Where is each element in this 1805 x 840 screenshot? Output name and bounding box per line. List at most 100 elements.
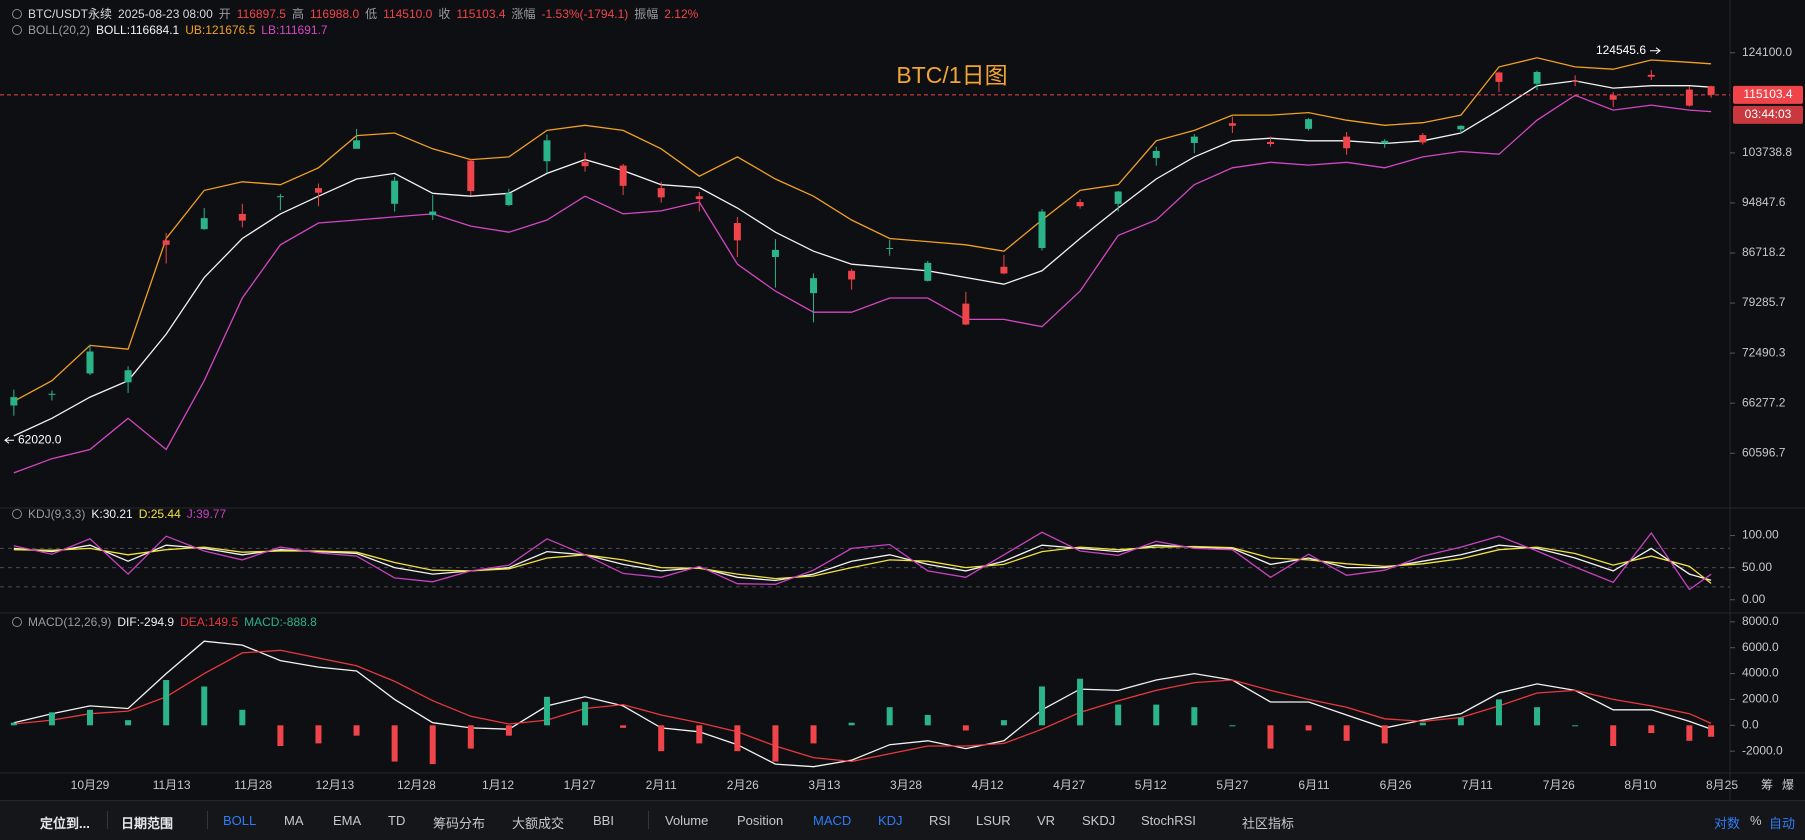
amplitude-label: 振幅 <box>634 7 659 21</box>
candle-body <box>1381 140 1389 144</box>
indicator-button[interactable]: SKDJ <box>1082 813 1116 828</box>
x-tick-label: 1月12 <box>482 778 514 792</box>
indicator-button[interactable]: TD <box>388 813 406 828</box>
histogram-bar <box>1191 707 1198 726</box>
histogram-bar <box>886 707 893 726</box>
y-tick-label: 6000.0 <box>1742 640 1779 654</box>
candle-body <box>1533 72 1541 84</box>
line-series <box>13 80 1712 437</box>
candle-body <box>962 303 970 325</box>
legend-entry: BOLL:116684.1 <box>96 23 180 37</box>
collapse-icon[interactable] <box>12 8 22 19</box>
y-tick-label: 66277.2 <box>1742 395 1786 409</box>
x-tick-label: 8月10 <box>1624 778 1656 792</box>
indicator-button[interactable]: MACD <box>813 813 852 828</box>
histogram-bar <box>1610 725 1617 747</box>
indicator-button[interactable]: RSI <box>929 813 951 828</box>
legend: BOLL(20,2) BOLL:116684.1 UB:121676.5 LB:11… <box>12 23 328 37</box>
candle-body <box>1152 150 1160 158</box>
last-price-label: 115103.4 <box>1743 87 1792 101</box>
candle-body <box>10 397 18 406</box>
indicator-button[interactable]: EMA <box>333 813 362 828</box>
indicator-button[interactable]: LSUR <box>976 813 1011 828</box>
histogram-bar <box>810 725 817 744</box>
line-series <box>13 531 1712 591</box>
histogram-bar <box>1077 678 1084 726</box>
indicator-button[interactable]: BOLL <box>223 813 257 828</box>
histogram-bar <box>582 702 589 726</box>
legend-entry: DEA:149.5 <box>180 615 239 629</box>
histogram-bar <box>201 686 208 726</box>
x-tick-label: 7月26 <box>1543 778 1575 792</box>
x-tick-label: 4月27 <box>1053 778 1085 792</box>
candle-body <box>733 223 741 241</box>
histogram-bar <box>1115 704 1122 726</box>
histogram-bar <box>429 725 436 765</box>
collapse-icon[interactable] <box>12 509 22 519</box>
legend: MACD(12,26,9) DIF:-294.9 DEA:149.5 MACD:-8… <box>12 615 317 629</box>
legend-entry: K:30.21 <box>91 507 133 521</box>
indicator-button[interactable]: MA <box>284 813 304 828</box>
legend-entry: MACD:-888.8 <box>244 615 317 629</box>
legend-entry: D:25.44 <box>138 507 181 521</box>
indicator-button[interactable]: KDJ <box>878 813 903 828</box>
histogram-bar <box>1267 725 1274 749</box>
histogram-bar <box>467 725 474 749</box>
histogram-bar <box>1229 725 1236 727</box>
y-tick-label: 103738.8 <box>1742 145 1792 159</box>
min-arrow <box>4 436 14 444</box>
separator <box>648 811 649 829</box>
candle-body <box>1647 74 1655 77</box>
histogram-bar <box>48 712 55 726</box>
candle-body <box>695 196 703 200</box>
candle-body <box>124 370 132 383</box>
amplitude-value: 2.12% <box>664 6 699 21</box>
indicator-button[interactable]: 筹码分布 <box>433 816 486 831</box>
toolbar: 定位到... 日期范围 BOLL MA EMA TD 筹码分布 大额成交 BBI Volume… <box>0 800 1805 840</box>
candle-body <box>1266 141 1274 145</box>
x-tick-label: 12月28 <box>397 778 436 792</box>
max-arrow <box>1650 47 1661 55</box>
countdown: 03:44:03 <box>1745 107 1792 121</box>
histogram-bar <box>1343 725 1350 741</box>
x-tick-label: 6月11 <box>1298 778 1329 792</box>
locate-button[interactable]: 定位到... <box>40 816 90 831</box>
low-value: 114510.0 <box>383 6 433 21</box>
line-series <box>13 94 1712 474</box>
scale-option[interactable]: 自动 <box>1769 816 1796 831</box>
indicator-button[interactable]: Volume <box>665 813 709 828</box>
indicator-button[interactable]: Position <box>737 813 784 828</box>
last-price-box <box>1733 85 1803 104</box>
date-range-button[interactable]: 日期范围 <box>121 816 174 831</box>
legend-entry: J:39.77 <box>186 507 227 521</box>
candle-body <box>924 262 932 281</box>
line-series <box>13 640 1712 768</box>
indicator-button[interactable]: VR <box>1037 813 1056 828</box>
indicator-button[interactable]: BBI <box>593 813 614 828</box>
indicator-button[interactable]: 大额成交 <box>512 816 565 831</box>
legend-entry: DIF:-294.9 <box>117 615 175 629</box>
x-tick-label: 1月27 <box>564 778 596 792</box>
candle-body <box>1343 136 1351 149</box>
histogram-bar <box>353 725 360 736</box>
legend-entry: LB:111691.7 <box>261 23 328 37</box>
candle-body <box>848 270 856 280</box>
x-tick-label: 12月13 <box>315 778 354 792</box>
scale-option[interactable]: % <box>1750 813 1762 828</box>
histogram-bar <box>1648 725 1655 734</box>
collapse-icon[interactable] <box>12 25 22 35</box>
histogram-bar <box>924 714 931 726</box>
x-tick-label: 6月26 <box>1380 778 1412 792</box>
y-tick-label: 4000.0 <box>1742 666 1779 680</box>
collapse-icon[interactable] <box>12 617 22 627</box>
x-tick-label: 3月13 <box>808 778 840 792</box>
scale-option[interactable]: 对数 <box>1714 816 1741 831</box>
indicator-button[interactable]: StochRSI <box>1141 813 1196 828</box>
histogram-bar <box>391 725 398 762</box>
indicator-button[interactable]: 社区指标 <box>1242 816 1295 831</box>
open-value: 116897.5 <box>236 6 286 21</box>
histogram-bar <box>543 696 550 726</box>
line-series <box>13 57 1712 402</box>
